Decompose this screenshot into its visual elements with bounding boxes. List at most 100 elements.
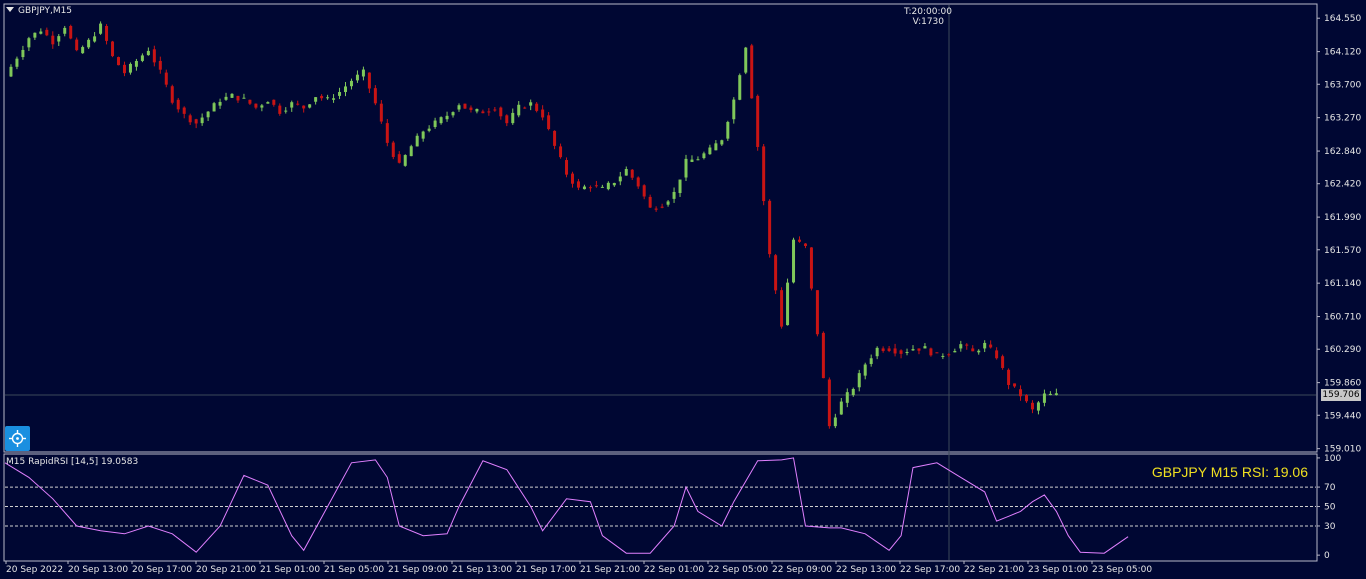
- crosshair-info: T:20:00:00 V:1730: [904, 7, 952, 27]
- rsi-tick-label: 30: [1324, 522, 1336, 532]
- price-tick-label: 160.710: [1324, 313, 1361, 323]
- price-tick-label: 161.570: [1324, 246, 1361, 256]
- candle-body: [188, 115, 192, 123]
- candle-body: [415, 135, 419, 147]
- candle-body: [379, 103, 383, 122]
- candle-body: [33, 32, 37, 38]
- price-tick-label: 161.140: [1324, 279, 1361, 289]
- candle-body: [1013, 383, 1017, 387]
- symbol-label[interactable]: GBPJPY,M15: [6, 6, 72, 16]
- candle-body: [326, 97, 330, 99]
- candle-body: [660, 206, 664, 208]
- candle-body: [57, 36, 61, 42]
- time-tick-label: 20 Sep 21:00: [196, 565, 256, 575]
- candle-body: [1007, 369, 1011, 385]
- candle-body: [230, 93, 234, 98]
- candle-body: [642, 185, 646, 197]
- candle-body: [373, 88, 377, 104]
- candle-body: [738, 75, 742, 100]
- candle-body: [63, 27, 67, 34]
- time-tick-label: 22 Sep 09:00: [772, 565, 832, 575]
- candle-body: [762, 146, 766, 202]
- price-tick-label: 162.420: [1324, 180, 1361, 190]
- candle-body: [845, 392, 849, 403]
- crosshair-volume: V:1730: [912, 17, 944, 27]
- candle-body: [600, 186, 604, 188]
- candle-body: [756, 95, 760, 147]
- candle-body: [21, 49, 25, 58]
- candle-body: [117, 57, 120, 66]
- candle-body: [158, 60, 162, 70]
- candle-body: [618, 176, 622, 182]
- candle-body: [15, 58, 19, 67]
- candle-body: [654, 208, 658, 210]
- candle-body: [565, 160, 569, 175]
- dropdown-triangle-icon[interactable]: [6, 7, 14, 12]
- candle-body: [505, 115, 509, 124]
- candle-body: [469, 107, 473, 110]
- current-price-tag: 159.706: [1321, 389, 1361, 401]
- symbol-text: GBPJPY,M15: [18, 6, 73, 16]
- candle-body: [361, 69, 365, 77]
- candle-body: [367, 72, 371, 89]
- time-tick-label: 22 Sep 13:00: [836, 565, 896, 575]
- candle-body: [559, 146, 563, 158]
- candle-body: [463, 103, 467, 109]
- candle-body: [899, 350, 903, 354]
- crosshair-target-icon[interactable]: [5, 426, 30, 451]
- candle-body: [869, 358, 873, 364]
- candle-body: [385, 123, 389, 143]
- candle-body: [1054, 393, 1058, 396]
- time-tick-label: 21 Sep 05:00: [324, 565, 384, 575]
- time-tick-label: 21 Sep 17:00: [516, 565, 576, 575]
- candle-body: [624, 169, 628, 176]
- candle-body: [971, 348, 975, 352]
- price-tick-label: 161.990: [1324, 213, 1361, 223]
- candle-body: [702, 153, 706, 159]
- candle-body: [792, 239, 796, 283]
- candle-body: [744, 47, 748, 73]
- price-tick-label: 159.440: [1324, 411, 1361, 421]
- price-tick-label: 160.290: [1324, 345, 1361, 355]
- time-tick-label: 22 Sep 17:00: [900, 565, 960, 575]
- time-tick-label: 23 Sep 01:00: [1028, 565, 1088, 575]
- candle-body: [176, 99, 180, 110]
- time-tick-label: 22 Sep 01:00: [644, 565, 704, 575]
- candle-body: [260, 105, 264, 108]
- candle-body: [320, 95, 324, 99]
- candle-body: [947, 354, 951, 356]
- rsi-tick-label: 100: [1324, 454, 1341, 464]
- candle-body: [887, 348, 891, 351]
- candle-body: [582, 186, 586, 190]
- candle-body: [355, 74, 359, 81]
- candle-body: [911, 349, 915, 351]
- candle-body: [941, 355, 945, 357]
- rsi-panel-frame: [3, 453, 1318, 562]
- candle-body: [983, 342, 987, 349]
- candle-body: [105, 25, 109, 41]
- price-tick-label: 163.270: [1324, 114, 1361, 124]
- candle-body: [612, 182, 616, 186]
- candle-body: [433, 120, 437, 127]
- candle-body: [236, 95, 240, 101]
- candle-body: [529, 102, 533, 106]
- candle-body: [815, 290, 819, 335]
- time-tick-label: 21 Sep 21:00: [580, 565, 640, 575]
- candle-body: [212, 103, 216, 112]
- price-panel-frame: [3, 3, 1318, 453]
- candle-body: [487, 111, 491, 113]
- candle-body: [439, 117, 443, 124]
- price-tick-label: 159.860: [1324, 379, 1361, 389]
- candle-body: [678, 179, 682, 194]
- candle-body: [493, 109, 497, 111]
- candle-body: [917, 348, 921, 351]
- candle-body: [541, 109, 545, 118]
- candle-body: [511, 112, 515, 124]
- crosshair-time: T:20:00:00: [904, 7, 952, 17]
- candle-body: [45, 29, 49, 36]
- candle-body: [152, 49, 156, 63]
- candle-body: [349, 80, 353, 87]
- candle-body: [523, 107, 527, 109]
